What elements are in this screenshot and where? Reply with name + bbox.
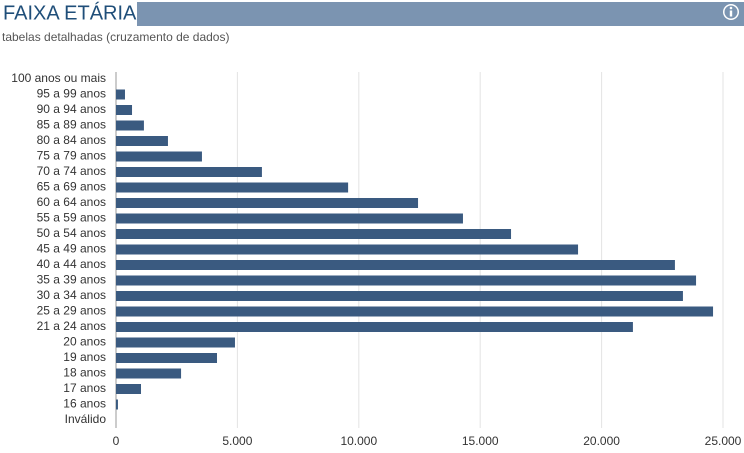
y-tick-label: 55 a 59 anos bbox=[37, 211, 106, 225]
y-tick-label: 35 a 39 anos bbox=[37, 273, 106, 287]
y-tick-label: Inválido bbox=[65, 412, 107, 426]
y-tick-label: 65 a 69 anos bbox=[37, 180, 106, 194]
bar bbox=[116, 353, 218, 363]
y-tick-label: 40 a 44 anos bbox=[37, 257, 106, 271]
y-tick-label: 60 a 64 anos bbox=[37, 195, 106, 209]
y-tick-label: 50 a 54 anos bbox=[37, 226, 106, 240]
y-tick-label: 85 a 89 anos bbox=[37, 118, 106, 132]
y-tick-label: 45 a 49 anos bbox=[37, 242, 106, 256]
y-tick-label: 30 a 34 anos bbox=[37, 288, 106, 302]
y-tick-label: 20 anos bbox=[63, 335, 106, 349]
y-tick-label: 25 a 29 anos bbox=[37, 304, 106, 318]
bar bbox=[116, 105, 133, 115]
bar bbox=[116, 213, 463, 224]
bar bbox=[116, 198, 419, 208]
x-tick-label: 10.000 bbox=[340, 434, 377, 448]
y-tick-label: 19 anos bbox=[63, 350, 106, 364]
x-tick-label: 25.000 bbox=[705, 434, 742, 448]
title: FAIXA ETÁRIA bbox=[3, 1, 137, 24]
y-tick-label: 90 a 94 anos bbox=[37, 102, 106, 116]
y-tick-label: 16 anos bbox=[63, 397, 106, 411]
bar bbox=[116, 260, 675, 270]
bar bbox=[116, 291, 683, 301]
y-tick-label: 21 a 24 anos bbox=[37, 319, 106, 333]
bar bbox=[116, 182, 349, 193]
bar bbox=[116, 384, 142, 394]
bar bbox=[116, 89, 125, 100]
y-tick-label: 95 a 99 anos bbox=[37, 87, 106, 101]
x-tick-label: 5.000 bbox=[222, 434, 252, 448]
bar bbox=[116, 229, 512, 239]
x-tick-label: 0 bbox=[113, 434, 120, 448]
bar bbox=[116, 244, 579, 255]
bar bbox=[116, 136, 168, 146]
info-icon[interactable] bbox=[723, 4, 739, 20]
y-tick-label: 75 a 79 anos bbox=[37, 149, 106, 163]
bar bbox=[116, 167, 262, 177]
bar bbox=[116, 120, 144, 131]
x-tick-label: 15.000 bbox=[462, 434, 499, 448]
title-bar bbox=[137, 2, 744, 26]
y-tick-label: 18 anos bbox=[63, 366, 106, 380]
y-tick-label: 70 a 74 anos bbox=[37, 164, 106, 178]
bar bbox=[116, 275, 697, 286]
y-tick-label: 80 a 84 anos bbox=[37, 133, 106, 147]
y-tick-label: 17 anos bbox=[63, 381, 106, 395]
y-tick-label: 100 anos ou mais bbox=[11, 71, 106, 85]
bar bbox=[116, 337, 235, 348]
x-tick-label: 20.000 bbox=[583, 434, 620, 448]
bar bbox=[116, 151, 202, 162]
bar bbox=[116, 322, 633, 332]
subtitle: tabelas detalhadas (cruzamento de dados) bbox=[2, 30, 229, 44]
bar bbox=[116, 368, 182, 379]
bar bbox=[116, 399, 118, 410]
bar bbox=[116, 306, 714, 317]
chart: 0 5.000 10.000 15.000 20.000 25.000 100 anos o… bbox=[11, 71, 741, 448]
